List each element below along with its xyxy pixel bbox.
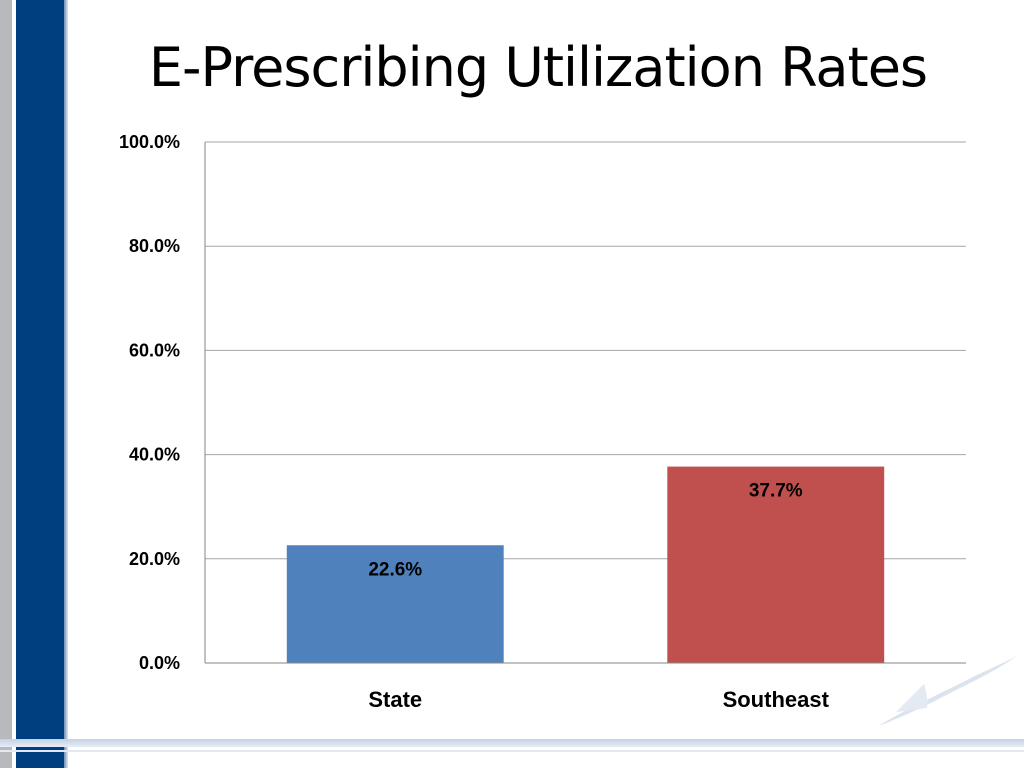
bottom-decor-band [0,739,1024,747]
y-tick-label: 80.0% [129,236,180,256]
data-label: 22.6% [368,559,422,580]
category-label: State [368,687,422,712]
y-tick-label: 40.0% [129,445,180,465]
left-grey-stripe [0,0,12,768]
bird-swoosh-icon [878,655,1018,726]
left-stripe-edge [64,0,68,768]
data-label: 37.7% [749,481,803,502]
category-labels: State Southeast [368,687,829,712]
y-tick-label: 20.0% [129,549,180,569]
category-label: Southeast [723,687,830,712]
slide-title: E-Prescribing Utilization Rates [148,36,928,99]
y-tick-label: 100.0% [119,132,180,152]
y-tick-label: 0.0% [139,653,180,673]
y-tick-label: 60.0% [129,340,180,360]
bottom-decor-line [0,750,1024,752]
bar-southeast [667,466,885,663]
bars [286,466,885,663]
data-labels: 22.6% 37.7% [368,481,802,581]
axes [204,142,966,664]
left-blue-stripe [16,0,64,768]
bar-state [286,545,504,663]
y-axis-tick-labels: 0.0% 20.0% 40.0% 60.0% 80.0% 100.0% [119,132,180,673]
